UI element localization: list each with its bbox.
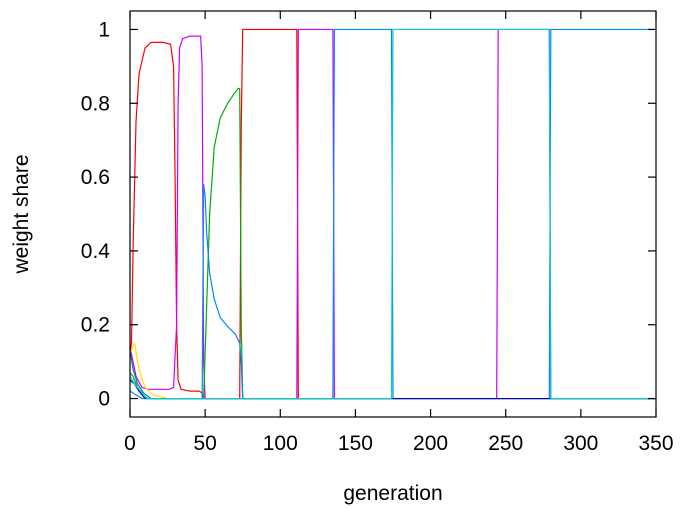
y-tick-label: 0.6 (81, 166, 110, 189)
x-tick-label: 300 (563, 432, 598, 455)
x-tick-label: 100 (263, 432, 298, 455)
series-line-1 (129, 28, 656, 400)
plot-frame (129, 10, 657, 418)
y-tick-label: 0 (98, 388, 110, 411)
tick-layer: 0 50 100 150 200 250 300 350 0 0.2 0.4 0.6 0.8 1 (81, 11, 674, 455)
x-tick-label: 150 (338, 432, 373, 455)
series-layer (129, 28, 656, 400)
y-tick-label: 1 (98, 18, 110, 41)
x-tick-label: 250 (488, 432, 523, 455)
y-tick-label: 0.2 (81, 314, 110, 337)
y-tick-label: 0.4 (81, 240, 111, 263)
x-tick-label: 50 (193, 432, 216, 455)
y-axis-title: weight share (10, 154, 33, 274)
x-tick-label: 350 (638, 432, 673, 455)
x-axis-title: generation (343, 482, 442, 505)
x-tick-label: 0 (124, 432, 136, 455)
series-line-8 (129, 28, 656, 400)
x-tick-label: 200 (413, 432, 448, 455)
y-tick-label: 0.8 (81, 92, 110, 115)
